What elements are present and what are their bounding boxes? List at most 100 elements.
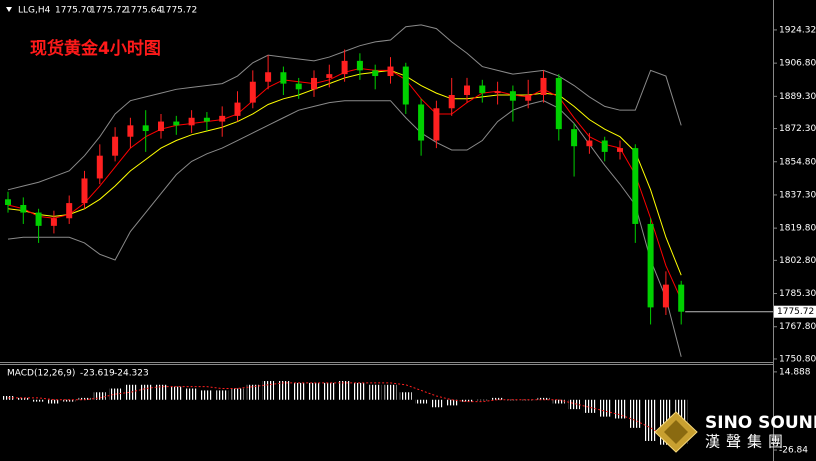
macd-bar — [644, 399, 657, 441]
candle-body — [509, 91, 516, 101]
candle-body — [219, 115, 226, 122]
header: LLG,H4 1775.70 1775.72 1775.64 1775.72 — [6, 6, 197, 16]
price-label: 1775.72 — [777, 307, 814, 317]
macd-bar — [369, 384, 382, 400]
candle-body — [311, 77, 317, 90]
candle-body — [5, 199, 11, 205]
macd-bar — [537, 397, 550, 400]
logo: SINO SOUND 漢聲集團 — [654, 411, 816, 453]
macd-bar — [78, 397, 91, 400]
macd-bar — [308, 382, 320, 400]
icon — [6, 7, 12, 12]
candle-body — [50, 218, 57, 226]
macd-bar — [231, 388, 244, 400]
candle-body — [295, 83, 302, 90]
y-tick-label: 14.888 — [779, 367, 811, 377]
y-tick-label: 1750.80 — [779, 354, 816, 364]
candle-body — [112, 136, 119, 156]
candle-body — [464, 85, 470, 96]
logo-name: SINO SOUND — [705, 413, 816, 433]
macd-bar — [170, 386, 183, 400]
macd-bar — [216, 390, 229, 400]
candle-body — [448, 95, 455, 109]
logo-icon — [664, 420, 688, 444]
candle-body — [494, 91, 501, 94]
candle-body — [418, 104, 425, 141]
candle-body — [96, 155, 103, 179]
candle-body — [678, 284, 685, 312]
candle-body — [586, 140, 593, 147]
price-box — [774, 305, 816, 318]
macd-bar — [262, 381, 275, 400]
macd-bar — [139, 384, 152, 400]
y-tick-label: 1906.80 — [779, 59, 816, 69]
candle-body — [66, 203, 73, 219]
macd-bar — [338, 381, 351, 400]
macd-bar — [629, 399, 642, 428]
macd-title: MACD(12,26,9) — [7, 369, 75, 379]
macd-bar — [155, 384, 167, 400]
candle-body — [203, 117, 210, 122]
candle-body — [142, 125, 149, 132]
candle-body — [20, 204, 27, 213]
macd-bar — [614, 399, 626, 419]
y-tick-label: 1802.80 — [779, 256, 816, 266]
macd-value: -23.619 — [80, 369, 115, 379]
candle-body — [127, 125, 134, 137]
candle-body — [402, 66, 409, 105]
indicator-line — [7, 100, 682, 357]
macd-bar — [491, 397, 504, 400]
y-tick-label: 1889.30 — [779, 92, 816, 102]
candle-body — [601, 140, 608, 152]
y-tick-label: 1872.30 — [779, 124, 816, 134]
candle-body — [632, 148, 639, 224]
macd-bar — [568, 399, 581, 410]
macd-bar — [461, 399, 473, 402]
candle-body — [617, 148, 623, 152]
symbol: LLG,H4 — [18, 6, 51, 16]
macd-bar — [445, 399, 458, 406]
candle-body — [188, 117, 195, 126]
candle-body — [479, 85, 486, 94]
macd-bar — [430, 399, 443, 408]
candle-body — [356, 60, 363, 71]
signal-value: -24.323 — [114, 369, 149, 379]
candle-body — [173, 121, 180, 126]
macd-bar — [384, 384, 397, 400]
candle-body — [662, 284, 669, 308]
signal-line — [8, 382, 682, 446]
candle-body — [525, 95, 532, 101]
macd-bar — [415, 399, 428, 404]
candle-body — [540, 77, 547, 96]
candle-body — [326, 74, 333, 78]
macd-bar — [353, 382, 366, 400]
chart-title: 现货黄金4小时图 — [30, 38, 161, 59]
macd-bar — [124, 384, 137, 400]
macd-bar — [32, 399, 45, 402]
y-tick-label: 1837.30 — [779, 190, 816, 200]
macd-bar — [583, 399, 596, 413]
candle-body — [571, 129, 578, 147]
macd-bar — [277, 381, 290, 400]
candle-body — [433, 108, 440, 141]
y-tick-label: 1767.80 — [779, 322, 816, 332]
candle-body — [387, 66, 394, 77]
y-tick-label: 1785.30 — [779, 289, 816, 299]
macd-bar — [17, 397, 30, 400]
candle-body — [234, 102, 241, 116]
candle-body — [265, 72, 272, 82]
logo-chinese: 漢聲集團 — [705, 433, 789, 451]
candle-body — [81, 178, 88, 204]
macd-bar — [93, 392, 106, 400]
macd-bar — [323, 382, 336, 400]
macd-bar — [598, 399, 611, 417]
candle-body — [158, 121, 164, 132]
y-tick-label: 1854.80 — [779, 157, 816, 167]
candle-body — [280, 72, 287, 84]
macd-bar — [246, 384, 259, 400]
candle-body — [647, 223, 654, 308]
macd-bar — [47, 399, 60, 404]
macd-bar — [292, 382, 305, 400]
macd-bar — [399, 392, 412, 400]
